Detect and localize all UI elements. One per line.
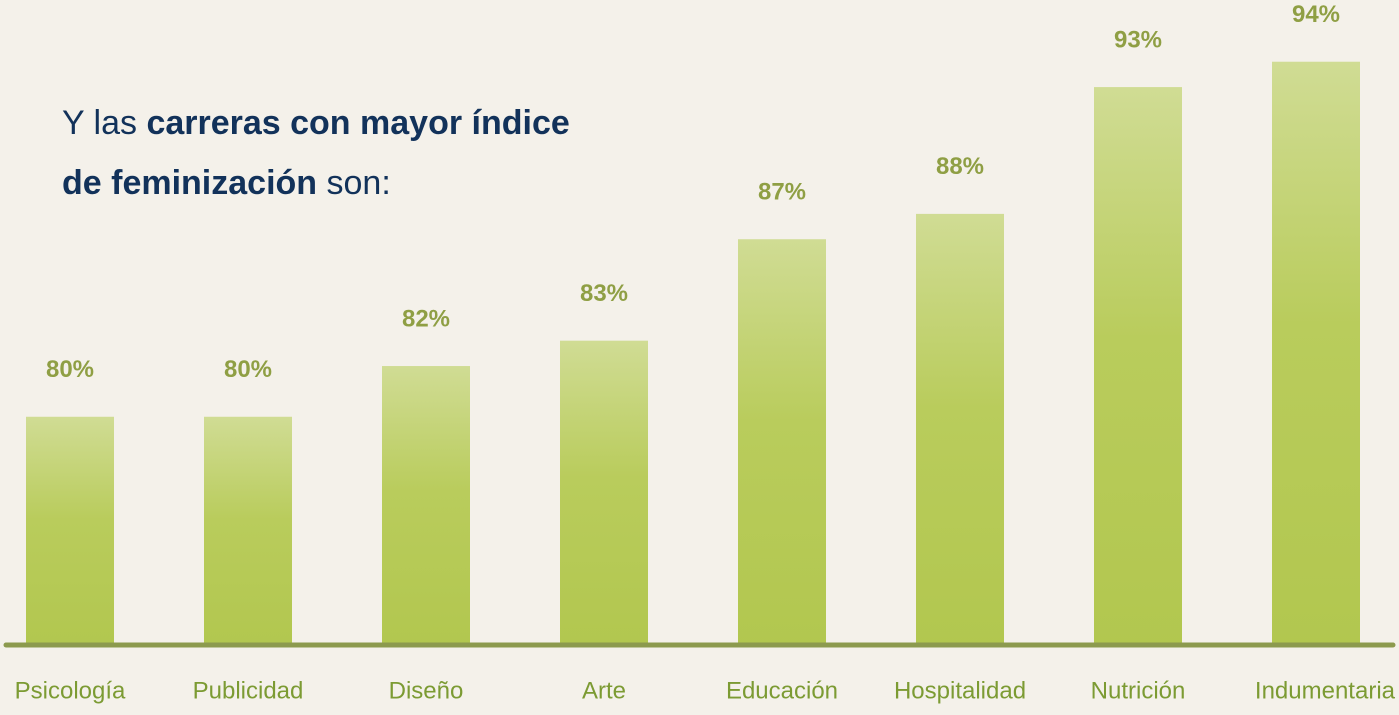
title-part: son: (327, 164, 391, 202)
bar (738, 239, 826, 646)
value-label: 82% (402, 305, 450, 332)
chart-title: de feminización son: (62, 164, 391, 202)
bar (1094, 87, 1182, 645)
x-tick-label: Arte (582, 677, 626, 704)
bar (204, 416, 292, 645)
x-tick-label: Nutrición (1091, 677, 1186, 704)
bar (916, 213, 1004, 645)
value-label: 83% (580, 280, 628, 307)
title-part: carreras con mayor índice (146, 104, 569, 142)
title-part: Y las (62, 104, 137, 142)
x-tick-label: Educación (726, 677, 838, 704)
chart-title: Y las carreras con mayor índice (62, 104, 570, 142)
value-label: 80% (46, 356, 94, 383)
x-tick-label: Publicidad (193, 677, 304, 704)
x-tick-label: Hospitalidad (894, 677, 1026, 704)
x-tick-label: Indumentaria (1255, 677, 1396, 704)
value-label: 94% (1292, 1, 1340, 28)
value-label: 87% (758, 179, 806, 206)
value-label: 80% (224, 356, 272, 383)
title-part: de feminización (62, 164, 317, 202)
bar (26, 416, 114, 645)
bar (560, 340, 648, 645)
value-label: 88% (936, 153, 984, 180)
value-label: 93% (1114, 26, 1162, 53)
x-tick-label: Psicología (15, 677, 126, 704)
x-tick-label: Diseño (389, 677, 464, 704)
bar (1272, 61, 1360, 646)
bar (382, 366, 470, 645)
